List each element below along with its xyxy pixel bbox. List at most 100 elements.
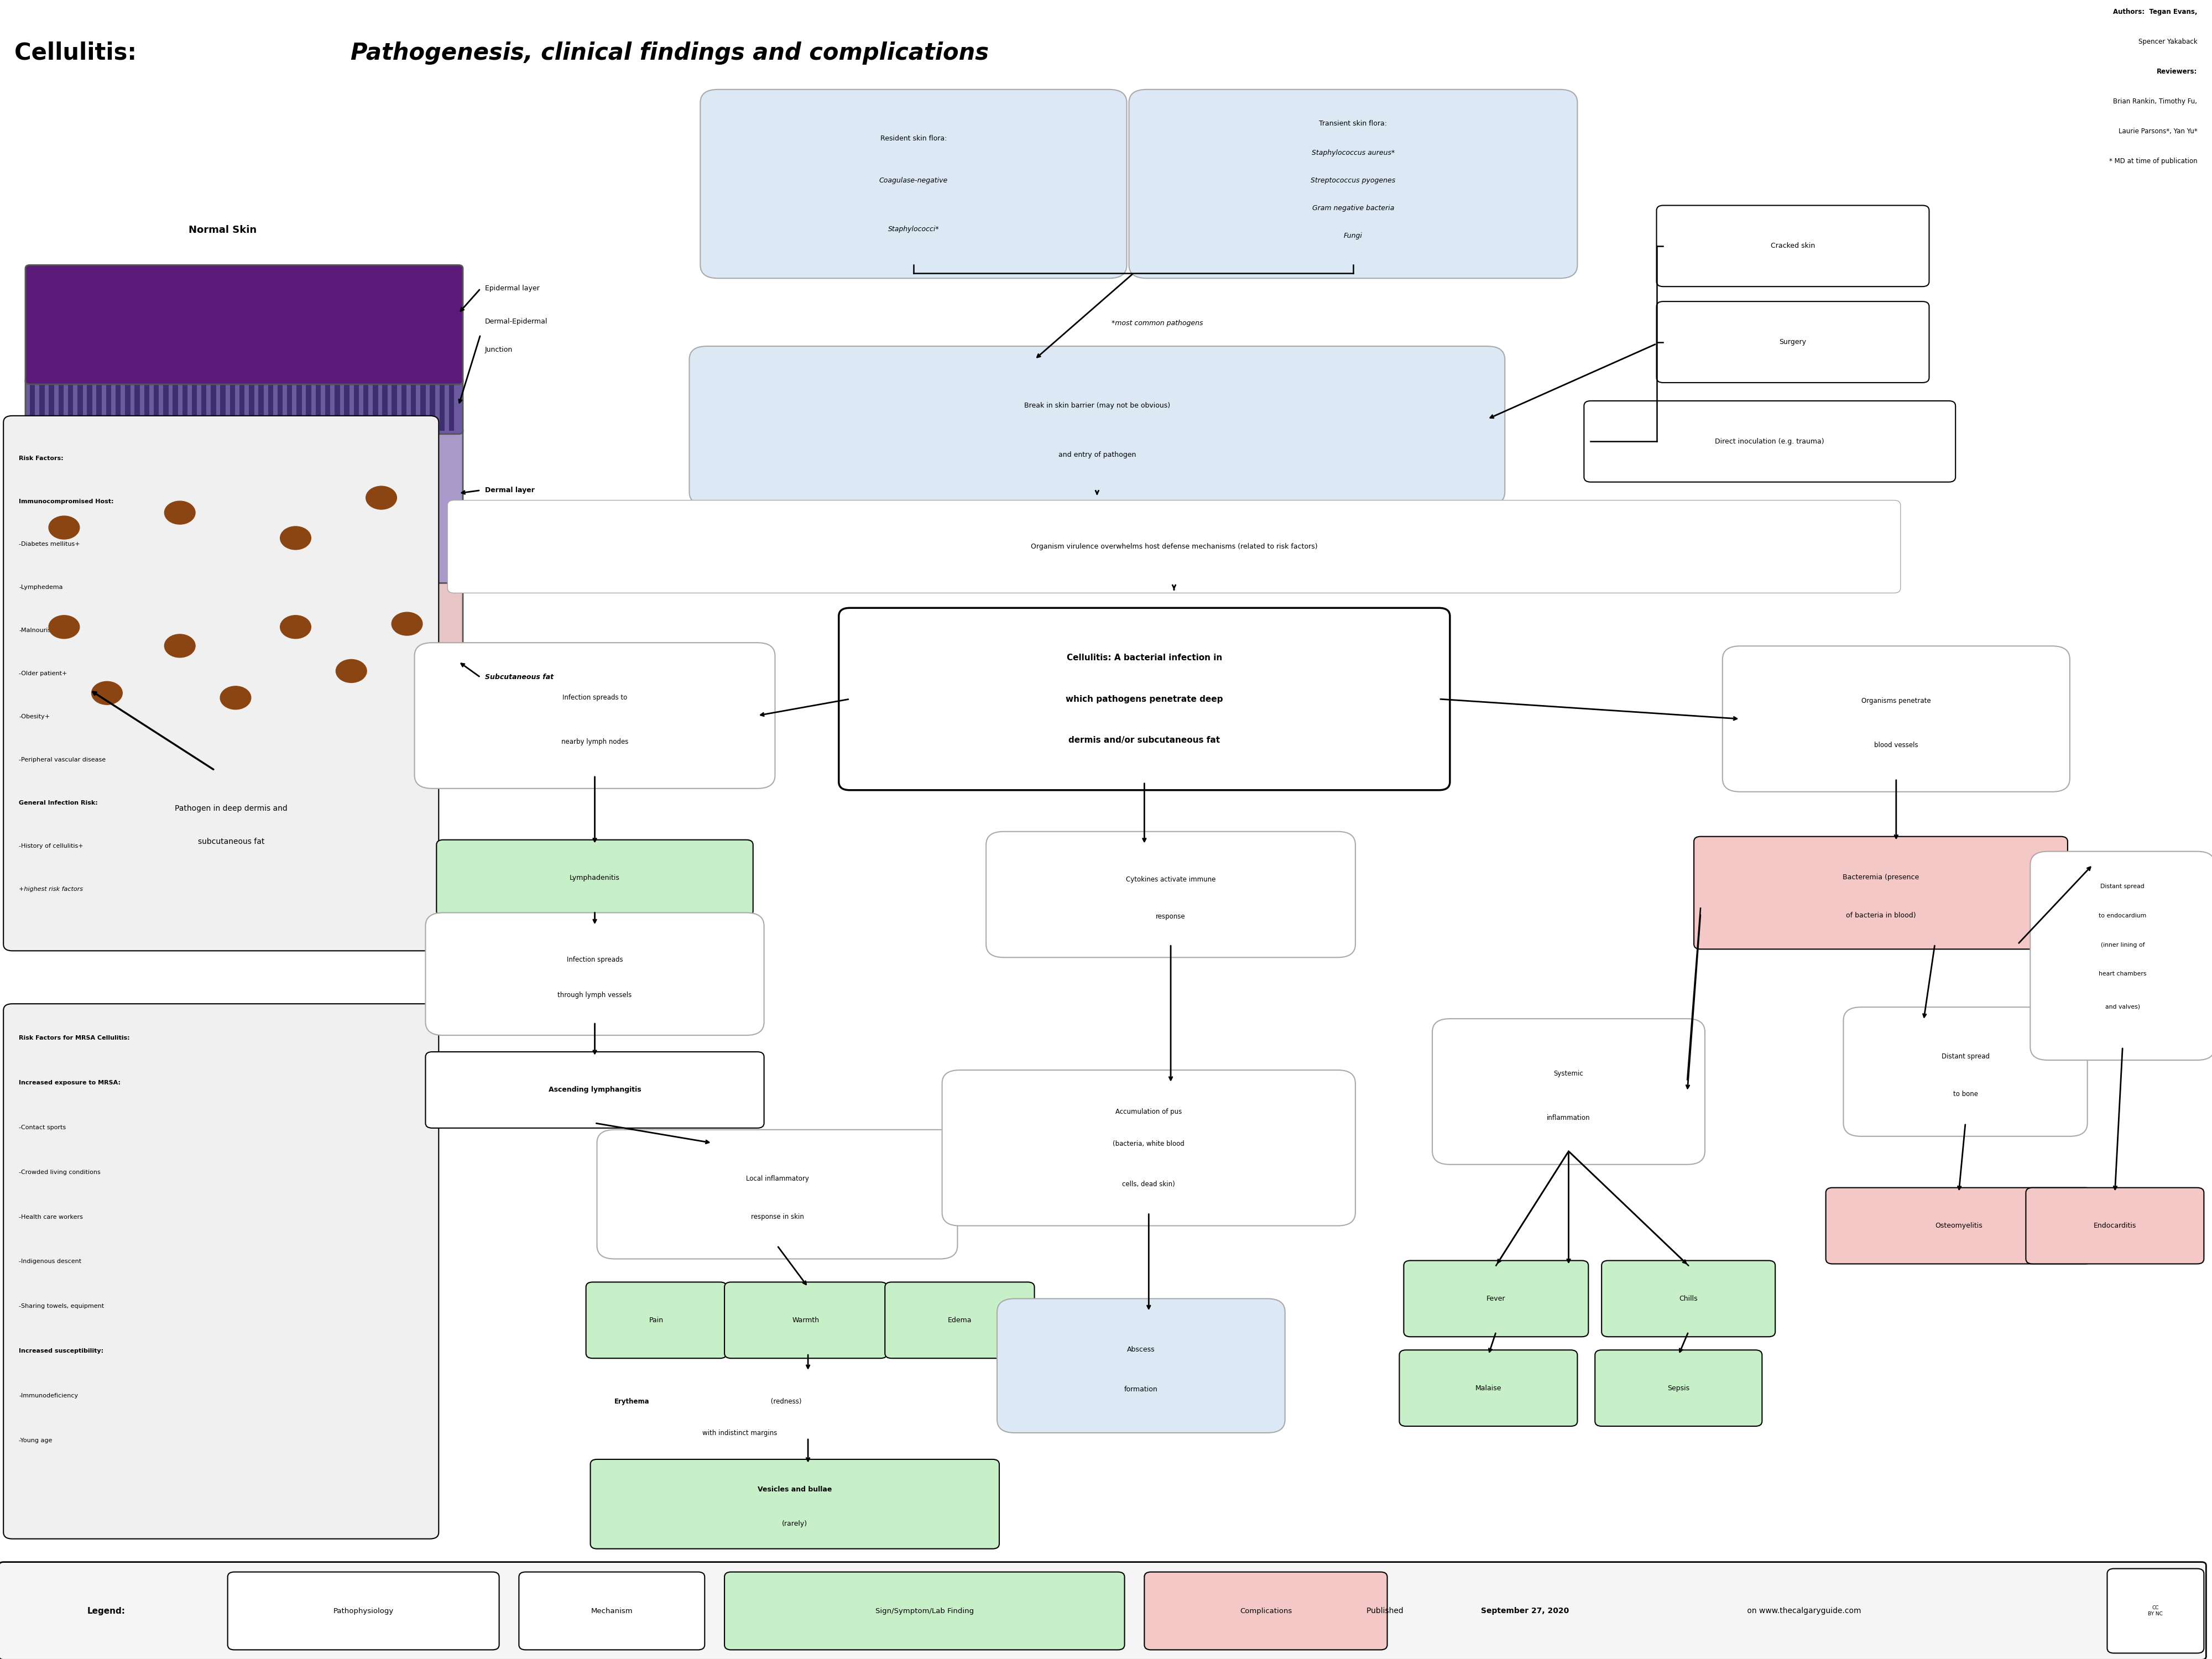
Text: -Diabetes mellitus+: -Diabetes mellitus+ [20, 541, 80, 547]
Bar [383, 382, 387, 431]
Text: -Immunodeficiency: -Immunodeficiency [20, 1394, 77, 1399]
Text: Pathogenesis, clinical findings and complications: Pathogenesis, clinical findings and comp… [352, 41, 989, 65]
FancyBboxPatch shape [942, 1070, 1356, 1226]
Text: Osteomyelitis: Osteomyelitis [1936, 1223, 1982, 1229]
Circle shape [336, 659, 367, 682]
Text: Cytokines activate immune: Cytokines activate immune [1126, 876, 1217, 883]
Text: +highest risk factors: +highest risk factors [20, 886, 84, 893]
Text: nearby lymph nodes: nearby lymph nodes [562, 738, 628, 745]
Text: Organism virulence overwhelms host defense mechanisms (related to risk factors): Organism virulence overwhelms host defen… [1031, 542, 1318, 551]
Text: Malaise: Malaise [1475, 1385, 1502, 1392]
FancyBboxPatch shape [2026, 1188, 2203, 1264]
Text: -Crowded living conditions: -Crowded living conditions [20, 1170, 100, 1175]
Circle shape [392, 612, 422, 635]
Text: -Peripheral vascular disease: -Peripheral vascular disease [20, 757, 106, 763]
FancyBboxPatch shape [2031, 851, 2212, 1060]
Circle shape [164, 634, 195, 657]
Text: (bacteria, white blood: (bacteria, white blood [1113, 1140, 1186, 1148]
Text: Immunocompromised Host:: Immunocompromised Host: [20, 499, 113, 504]
Circle shape [91, 682, 122, 705]
Bar [268, 382, 274, 431]
Text: *most common pathogens: *most common pathogens [1113, 320, 1203, 327]
Text: which pathogens penetrate deep: which pathogens penetrate deep [1066, 695, 1223, 703]
Text: and entry of pathogen: and entry of pathogen [1057, 451, 1137, 458]
Text: -Older patient+: -Older patient+ [20, 670, 66, 677]
Circle shape [49, 516, 80, 539]
Bar [221, 382, 226, 431]
FancyBboxPatch shape [726, 1282, 887, 1359]
FancyBboxPatch shape [597, 1130, 958, 1259]
Bar [392, 382, 396, 431]
Text: Pain: Pain [648, 1317, 664, 1324]
Text: with indistinct margins: with indistinct margins [703, 1430, 776, 1437]
Bar [374, 382, 378, 431]
Bar [29, 382, 35, 431]
Text: response in skin: response in skin [750, 1213, 803, 1221]
Text: to endocardium: to endocardium [2099, 912, 2146, 919]
Text: Mechanism: Mechanism [591, 1608, 633, 1614]
Text: Staphylococcus aureus*: Staphylococcus aureus* [1312, 149, 1396, 156]
Text: Distant spread: Distant spread [1942, 1053, 1989, 1060]
FancyBboxPatch shape [4, 1004, 438, 1540]
FancyBboxPatch shape [586, 1282, 728, 1359]
Text: -History of cellulitis+: -History of cellulitis+ [20, 843, 84, 849]
Text: Cracked skin: Cracked skin [1770, 242, 1816, 249]
Text: Coagulase-negative: Coagulase-negative [878, 178, 949, 184]
Text: * MD at time of publication: * MD at time of publication [2108, 158, 2197, 164]
FancyBboxPatch shape [701, 90, 1126, 279]
Text: cells, dead skin): cells, dead skin) [1121, 1181, 1175, 1188]
Bar [164, 382, 168, 431]
Text: Infection spreads to: Infection spreads to [562, 693, 628, 702]
Bar [420, 382, 425, 431]
Bar [230, 382, 234, 431]
Bar [144, 382, 150, 431]
FancyBboxPatch shape [1144, 1573, 1387, 1649]
Text: Epidermal layer: Epidermal layer [484, 285, 540, 292]
Bar [250, 382, 254, 431]
FancyBboxPatch shape [1400, 1350, 1577, 1427]
FancyBboxPatch shape [1601, 1261, 1776, 1337]
FancyBboxPatch shape [520, 1573, 706, 1649]
FancyBboxPatch shape [998, 1299, 1285, 1433]
Text: formation: formation [1124, 1385, 1157, 1394]
FancyBboxPatch shape [1825, 1188, 2093, 1264]
Text: -Young age: -Young age [20, 1438, 53, 1443]
Text: Cellulitis:: Cellulitis: [15, 41, 144, 65]
Text: Pathogen in deep dermis and: Pathogen in deep dermis and [175, 805, 288, 813]
FancyBboxPatch shape [591, 1460, 1000, 1550]
Bar [77, 382, 82, 431]
Text: Bacteremia (presence: Bacteremia (presence [1843, 874, 1920, 881]
Bar [49, 382, 53, 431]
Bar [97, 382, 102, 431]
Text: Direct inoculation (e.g. trauma): Direct inoculation (e.g. trauma) [1714, 438, 1825, 445]
FancyBboxPatch shape [425, 1052, 763, 1128]
Text: Surgery: Surgery [1778, 338, 1807, 345]
Text: Lymphadenitis: Lymphadenitis [571, 874, 619, 881]
FancyBboxPatch shape [24, 576, 462, 740]
Bar [363, 382, 369, 431]
Text: Fungi: Fungi [1345, 232, 1363, 239]
Bar [135, 382, 139, 431]
Text: Infection spreads: Infection spreads [566, 956, 624, 964]
Text: Fever: Fever [1486, 1296, 1506, 1302]
Text: Junction: Junction [484, 347, 513, 353]
Bar [58, 382, 64, 431]
Text: Normal Skin: Normal Skin [188, 226, 257, 236]
Text: inflammation: inflammation [1546, 1115, 1590, 1121]
Text: response: response [1157, 912, 1186, 921]
Text: Spencer Yakaback: Spencer Yakaback [2139, 38, 2197, 45]
Text: -Malnourishment: -Malnourishment [20, 627, 71, 634]
Text: Gram negative bacteria: Gram negative bacteria [1312, 204, 1394, 212]
FancyBboxPatch shape [1433, 1019, 1705, 1165]
Bar [440, 382, 445, 431]
Text: (redness): (redness) [768, 1399, 801, 1405]
Text: -Contact sports: -Contact sports [20, 1125, 66, 1130]
Text: Break in skin barrier (may not be obvious): Break in skin barrier (may not be obviou… [1024, 401, 1170, 410]
FancyBboxPatch shape [1128, 90, 1577, 279]
Bar [201, 382, 206, 431]
FancyBboxPatch shape [1405, 1261, 1588, 1337]
Bar [153, 382, 159, 431]
Text: -Obesity+: -Obesity+ [20, 713, 51, 720]
FancyBboxPatch shape [987, 831, 1356, 957]
Text: CC
BY NC: CC BY NC [2148, 1606, 2163, 1616]
